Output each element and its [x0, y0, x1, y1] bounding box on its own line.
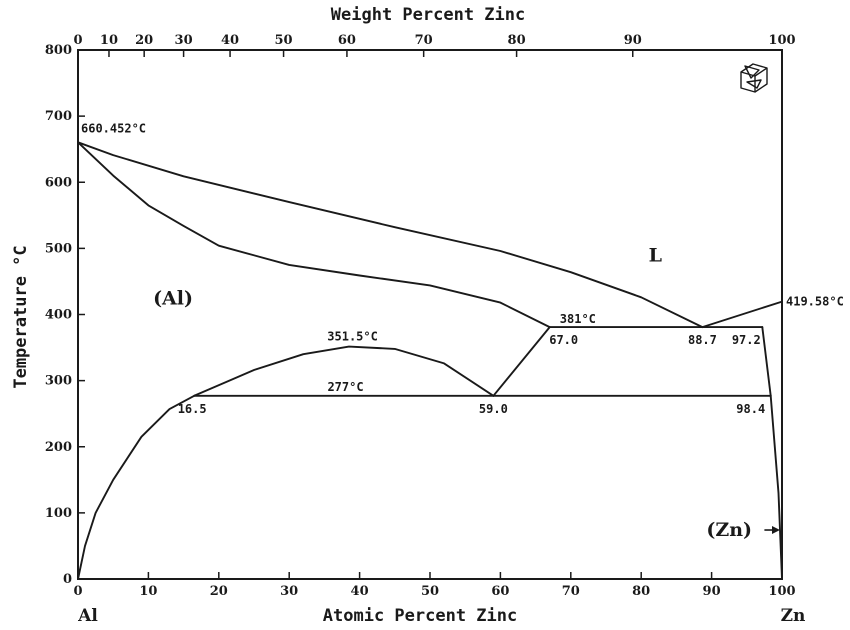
top-tick-label: 0	[73, 33, 82, 48]
annotation-layer: 660.452°C 419.58°C 381°C 351.5°C 277°C 67.0 88…	[81, 121, 844, 541]
y-tick-label: 0	[63, 572, 72, 587]
crystal-cube-icon	[740, 63, 768, 93]
phase-boundary-line	[77, 394, 196, 580]
x-tick-label: 60	[491, 584, 509, 599]
point-annotation: 277°C	[327, 380, 363, 394]
bottom-axis-title: Atomic Percent Zinc	[323, 606, 517, 626]
phase-boundary-line	[492, 326, 551, 397]
phase-boundary-line	[701, 300, 783, 329]
top-tick-label: 10	[100, 33, 118, 48]
phase-boundaries	[77, 141, 783, 580]
right-element-label: Zn	[781, 606, 806, 626]
top-tick-label: 70	[415, 33, 433, 48]
x-tick-label: 50	[421, 584, 439, 599]
top-tick-label: 50	[275, 33, 293, 48]
point-annotation: 16.5	[178, 402, 207, 416]
top-axis-title: Weight Percent Zinc	[331, 5, 525, 25]
top-tick-label: 40	[221, 33, 239, 48]
x-tick-label: 20	[210, 584, 228, 599]
point-annotation: 98.4	[736, 402, 765, 416]
phase-region-label: (Al)	[153, 288, 193, 310]
point-annotation: 59.0	[479, 402, 508, 416]
y-tick-label: 200	[45, 440, 72, 455]
point-annotation: 97.2	[732, 333, 761, 347]
top-tick-label: 80	[508, 33, 526, 48]
phase-region-label: L	[649, 245, 662, 267]
top-tick-label: 90	[624, 33, 642, 48]
top-tick-label: 60	[338, 33, 356, 48]
point-annotation: 67.0	[549, 333, 578, 347]
phase-region-label: (Zn)	[706, 519, 752, 541]
y-tick-label: 300	[45, 374, 72, 389]
top-tick-label: 30	[175, 33, 193, 48]
point-annotation: 351.5°C	[327, 330, 378, 344]
point-annotation: 381°C	[560, 312, 596, 326]
x-tick-label: 100	[768, 584, 795, 599]
y-axis-title: Temperature °C	[11, 245, 31, 388]
y-axis-title-unit: °C	[11, 245, 31, 265]
x-tick-label: 10	[139, 584, 157, 599]
y-tick-label: 700	[45, 109, 72, 124]
phase-boundary-line	[193, 345, 495, 397]
x-tick-label: 90	[703, 584, 721, 599]
svg-text:Temperature °C: Temperature °C	[11, 245, 31, 388]
x-tick-label: 70	[562, 584, 580, 599]
zn-pointer-arrowhead	[772, 526, 780, 535]
x-tick-label: 0	[73, 584, 82, 599]
x-tick-label: 80	[632, 584, 650, 599]
phase-boundary-line	[761, 326, 772, 397]
y-tick-label: 100	[45, 506, 72, 521]
x-tick-label: 40	[351, 584, 369, 599]
phase-boundary-line	[77, 141, 704, 329]
left-element-label: Al	[77, 606, 98, 626]
point-annotation: 660.452°C	[81, 121, 146, 135]
y-axis-title-text: Temperature	[11, 276, 31, 389]
x-tick-label: 30	[280, 584, 298, 599]
phase-boundary-line	[77, 141, 551, 329]
tick-layer: 0 10 20 30 40 50 60 70 80 90 100 0 10 20 30 40 50 60 70 80 9…	[45, 33, 796, 599]
phase-boundary-line	[769, 394, 783, 580]
top-tick-label: 100	[768, 33, 795, 48]
point-annotation: 419.58°C	[786, 295, 844, 309]
y-tick-label: 400	[45, 308, 72, 323]
y-tick-label: 600	[45, 175, 72, 190]
y-tick-label: 800	[45, 43, 72, 58]
y-tick-label: 500	[45, 241, 72, 256]
top-tick-label: 20	[135, 33, 153, 48]
point-annotation: 88.7	[688, 333, 717, 347]
